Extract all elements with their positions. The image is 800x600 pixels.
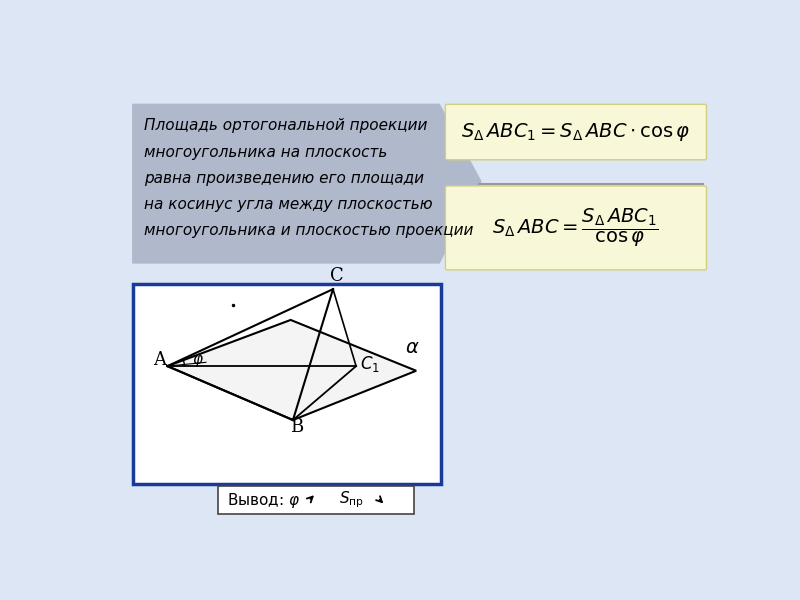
Text: $\alpha$: $\alpha$ bbox=[406, 339, 420, 357]
Text: Вывод: $\varphi$: Вывод: $\varphi$ bbox=[226, 491, 300, 509]
Polygon shape bbox=[167, 320, 416, 420]
Text: $\varphi$: $\varphi$ bbox=[192, 353, 204, 370]
FancyBboxPatch shape bbox=[446, 186, 706, 270]
Text: C: C bbox=[330, 268, 344, 286]
FancyBboxPatch shape bbox=[133, 284, 441, 484]
Text: Площадь ортогональной проекции: Площадь ортогональной проекции bbox=[144, 118, 428, 133]
Text: B: B bbox=[290, 418, 303, 436]
FancyBboxPatch shape bbox=[446, 104, 706, 160]
Text: на косинус угла между плоскостью: на косинус угла между плоскостью bbox=[144, 197, 433, 212]
Text: многоугольника на плоскость: многоугольника на плоскость bbox=[144, 145, 388, 160]
Text: $S_{\Delta}\,ABC_1 = S_{\Delta}\,ABC \cdot \cos\varphi$: $S_{\Delta}\,ABC_1 = S_{\Delta}\,ABC \cd… bbox=[461, 121, 690, 143]
Polygon shape bbox=[133, 104, 481, 263]
FancyBboxPatch shape bbox=[218, 486, 414, 514]
Text: $S_{\Delta}\,ABC = \dfrac{S_{\Delta}\,ABC_1}{\cos\varphi}$: $S_{\Delta}\,ABC = \dfrac{S_{\Delta}\,AB… bbox=[492, 207, 659, 250]
Text: $S_{\text{пр}}$: $S_{\text{пр}}$ bbox=[339, 490, 364, 511]
Text: A: A bbox=[154, 350, 166, 368]
FancyBboxPatch shape bbox=[97, 67, 723, 539]
Text: $C_1$: $C_1$ bbox=[360, 354, 380, 374]
Text: равна произведению его площади: равна произведению его площади bbox=[144, 171, 424, 186]
Text: многоугольника и плоскостью проекции: многоугольника и плоскостью проекции bbox=[144, 223, 474, 238]
